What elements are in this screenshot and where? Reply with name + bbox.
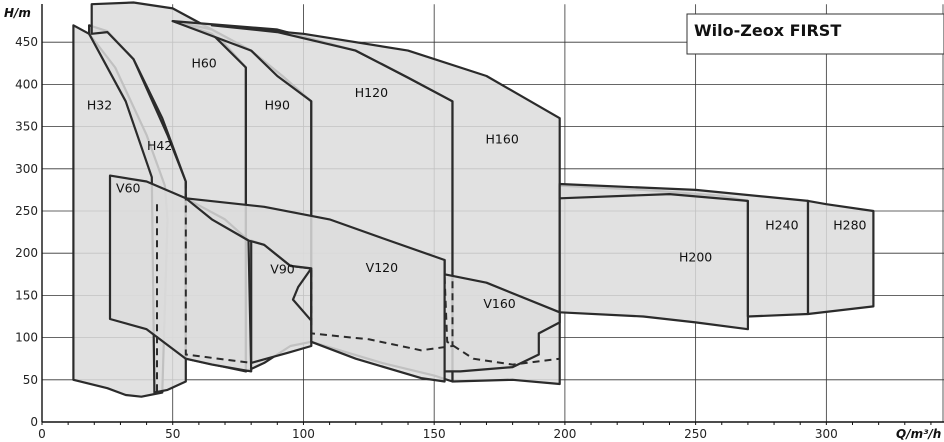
region-label-h240: H240 <box>765 218 798 233</box>
chart-title: Wilo-Zeox FIRST <box>694 21 841 40</box>
dashed-boundaries <box>156 101 560 393</box>
y-tick-label: 250 <box>15 204 38 218</box>
region-label-h42: H42 <box>147 138 172 153</box>
region-label-h160: H160 <box>486 131 519 146</box>
dashed-boundary <box>443 276 560 366</box>
x-tick-label: 200 <box>553 427 576 441</box>
y-tick-label: 450 <box>15 35 38 49</box>
y-tick-label: 200 <box>15 246 38 260</box>
axis-ticks: 0 50 100 150 200 250 300 0 50 100 150 200 250 300 350 4… <box>15 35 932 441</box>
x-tick-label: 250 <box>684 427 707 441</box>
region-v120 <box>184 197 446 383</box>
dashed-boundary <box>184 181 252 364</box>
region-label-v90: V90 <box>270 261 295 276</box>
y-tick-label: 0 <box>30 415 38 429</box>
region-label-h200: H200 <box>679 250 712 265</box>
y-tick-label: 100 <box>15 331 38 345</box>
y-tick-label: 150 <box>15 288 38 302</box>
y-tick-label: 400 <box>15 77 38 91</box>
region-label-v60: V60 <box>116 180 141 195</box>
region-v60 <box>108 174 253 373</box>
x-tick-label: 150 <box>423 427 446 441</box>
region-labels: H32 H42 H60 H90 H120 H160 H200 H240 H280 V60 V90 V1… <box>87 56 867 312</box>
dashed-boundary <box>310 101 454 352</box>
region-h200 <box>558 184 750 331</box>
x-axis-label: Q/m³/h <box>896 427 941 441</box>
x-tick-label: 0 <box>38 427 46 441</box>
region-label-h120: H120 <box>355 85 388 100</box>
performance-regions <box>72 1 875 398</box>
region-label-v160: V160 <box>483 296 515 311</box>
region-h240 <box>558 182 810 318</box>
region-label-h280: H280 <box>833 218 866 233</box>
x-tick-label: 300 <box>815 427 838 441</box>
region-v160 <box>443 258 561 373</box>
y-axis-label: H/m <box>4 6 31 20</box>
y-tick-label: 350 <box>15 120 38 134</box>
y-tick-label: 300 <box>15 162 38 176</box>
region-label-v120: V120 <box>366 260 398 275</box>
x-tick-label: 50 <box>165 427 180 441</box>
region-label-h60: H60 <box>191 56 216 71</box>
title-box: Wilo-Zeox FIRST <box>686 13 944 55</box>
y-tick-label: 50 <box>23 373 38 387</box>
region-h280 <box>806 199 875 316</box>
region-label-h90: H90 <box>265 98 290 113</box>
region-label-h32: H32 <box>87 98 112 113</box>
x-tick-label: 100 <box>292 427 315 441</box>
